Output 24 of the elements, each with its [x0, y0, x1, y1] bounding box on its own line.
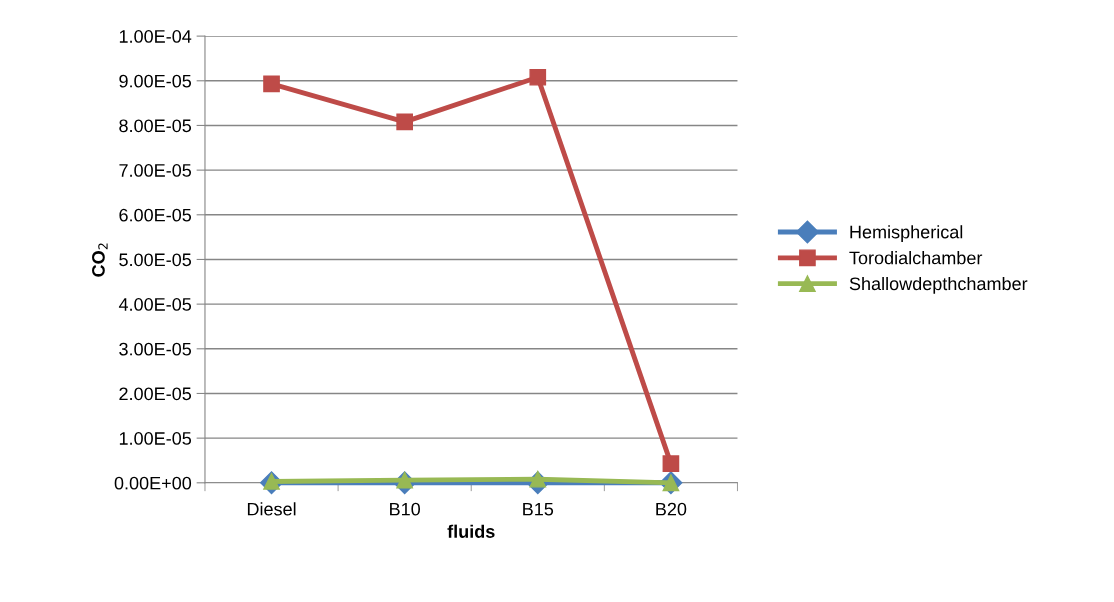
y-tick-label: 3.00E-05: [119, 342, 192, 356]
point: [662, 455, 680, 472]
point: [263, 75, 280, 93]
y-tick-label: 1.00E-05: [119, 432, 192, 445]
x-tick-label: Diesel: [247, 502, 296, 516]
y-tick-label: 2.00E-05: [119, 387, 192, 401]
y-tick-label: 7.00E-05: [119, 164, 192, 177]
y-tick-label: 8.00E-05: [119, 119, 192, 133]
y-tick-label: 6.00E-05: [119, 208, 192, 222]
y-tick-label: 5.00E-05: [119, 253, 192, 267]
point: [529, 68, 547, 86]
point: [396, 113, 413, 131]
x-axis-title: fluids: [447, 524, 495, 538]
y-tick-label: 4.00E-05: [118, 298, 192, 311]
y-tick-label: 9.00E-05: [119, 74, 192, 88]
legend-label: Torodialchamber: [849, 251, 983, 265]
x-tick-label: B20: [656, 502, 687, 516]
y-axis-title: CO$_{2}$: [92, 243, 108, 277]
legend-label: Hemispherical: [850, 225, 963, 243]
y-tick-label: 1.00E-04: [119, 30, 192, 43]
y-tick-label: 0.00E+00: [114, 476, 192, 490]
legend-label: Shallowdepthchamber: [849, 276, 1028, 294]
x-tick-label: B10: [390, 502, 421, 516]
x-tick-label: B15: [523, 502, 554, 516]
